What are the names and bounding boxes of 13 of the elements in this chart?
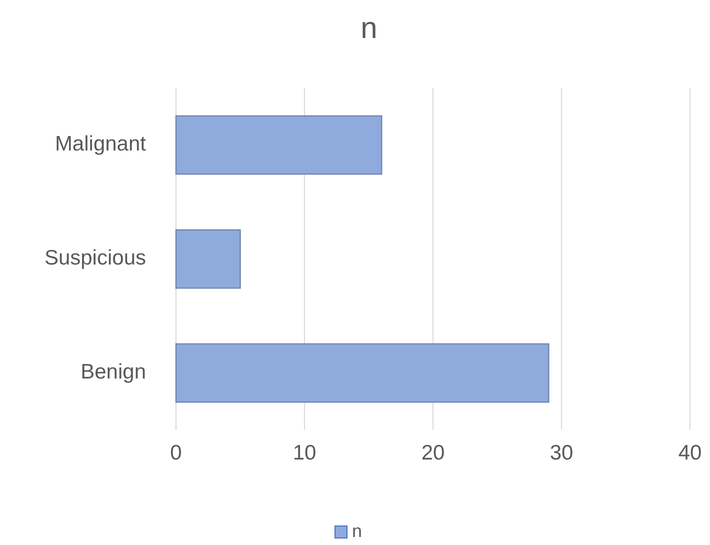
legend-label: n [352, 520, 362, 541]
x-tick-label: 0 [170, 442, 182, 465]
x-tick-label: 40 [678, 442, 702, 465]
x-tick-label: 30 [550, 442, 574, 465]
x-tick-label: 10 [292, 442, 316, 465]
bar [175, 115, 382, 175]
bar [175, 343, 550, 403]
y-tick-label: Benign [80, 360, 146, 384]
y-tick-label: Suspicious [44, 246, 146, 270]
bar [175, 229, 241, 289]
y-tick-label: Malignant [54, 132, 146, 156]
x-tick-label: 20 [421, 442, 445, 465]
chart-title: n [360, 12, 378, 45]
